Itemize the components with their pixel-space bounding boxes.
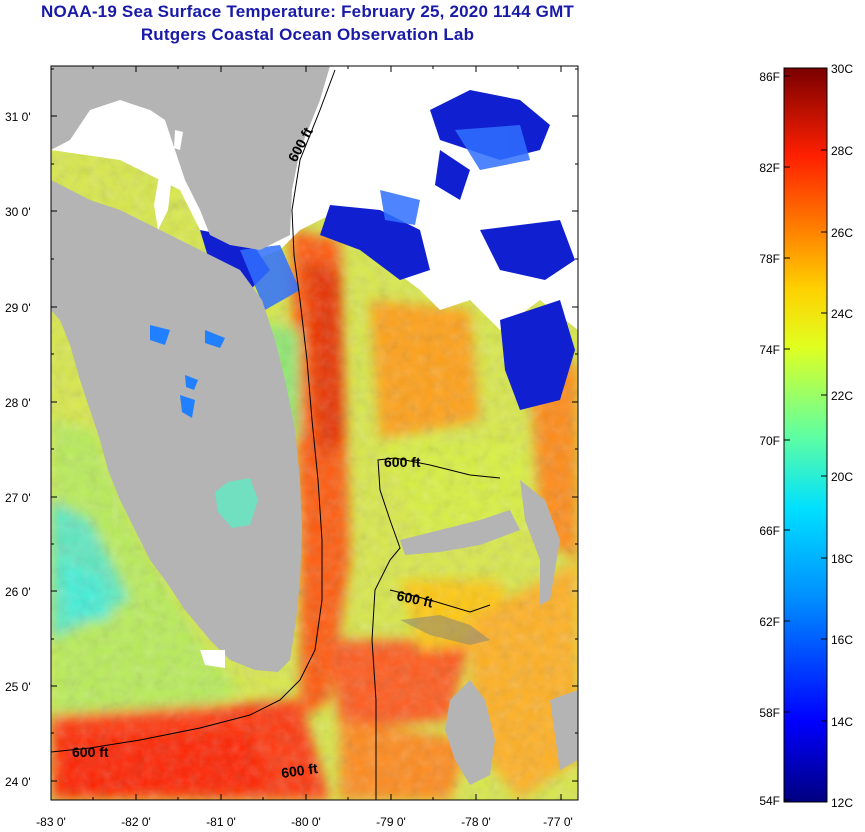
lon-label: -80 0'	[291, 815, 321, 829]
colorbar-f-label: 74F	[759, 343, 780, 357]
contour-label: 600 ft	[280, 760, 319, 781]
lon-label: -82 0'	[121, 815, 151, 829]
colorbar: 86F 82F 78F 74F 70F 66F 62F 58F 54F 30C …	[759, 62, 853, 810]
contour-600ft-main	[51, 69, 336, 753]
map-frame	[50, 65, 579, 801]
colorbar-c-label: 14C	[831, 715, 853, 729]
grand-bahama	[400, 510, 520, 555]
colorbar-c-label: 12C	[831, 796, 853, 810]
contour-600ft-bahamas	[371, 457, 501, 800]
lon-label: -83 0'	[36, 815, 66, 829]
lat-label: 31 0'	[5, 110, 31, 124]
colorbar-c-label: 26C	[831, 226, 853, 240]
lat-label: 26 0'	[5, 585, 31, 599]
lat-label: 24 0'	[5, 775, 31, 789]
lon-label: -77 0'	[543, 815, 573, 829]
florida-landmass	[51, 66, 330, 672]
colorbar-f-label: 66F	[759, 524, 780, 538]
lat-label: 27 0'	[5, 491, 31, 505]
lat-label: 25 0'	[5, 680, 31, 694]
map-subtitle: Rutgers Coastal Ocean Observation Lab	[140, 25, 475, 44]
colorbar-f-label: 78F	[759, 252, 780, 266]
lake-okeechobee	[215, 478, 258, 528]
colorbar-f-label: 82F	[759, 161, 780, 175]
colorbar-f-label: 70F	[759, 434, 780, 448]
colorbar-c-label: 30C	[831, 62, 853, 76]
colorbar-c-label: 20C	[831, 470, 853, 484]
colorbar-f-label: 62F	[759, 615, 780, 629]
colorbar-c-label: 16C	[831, 633, 853, 647]
contour-label: 600 ft	[395, 587, 434, 610]
colorbar-c-label: 28C	[831, 144, 853, 158]
lon-label: -81 0'	[206, 815, 236, 829]
contour-label: 600 ft	[384, 454, 421, 470]
lat-label: 28 0'	[5, 396, 31, 410]
colorbar-f-label: 54F	[759, 794, 780, 808]
map-title: NOAA-19 Sea Surface Temperature: Februar…	[40, 2, 575, 21]
lon-label: -79 0'	[376, 815, 406, 829]
andros	[445, 680, 495, 785]
colorbar-c-label: 22C	[831, 389, 853, 403]
colorbar-c-label: 18C	[831, 552, 853, 566]
lat-label: 30 0'	[5, 205, 31, 219]
colorbar-c-label: 24C	[831, 307, 853, 321]
contour-600ft-southeast	[389, 589, 491, 613]
lat-label: 29 0'	[5, 301, 31, 315]
abaco	[520, 480, 560, 605]
lon-label: -78 0'	[461, 815, 491, 829]
colorbar-gradient	[784, 68, 827, 802]
map-panel	[51, 66, 578, 800]
axis-ticks	[50, 66, 578, 800]
colorbar-f-label: 58F	[759, 706, 780, 720]
contour-label: 600 ft	[72, 744, 109, 760]
colorbar-f-label: 86F	[759, 70, 780, 84]
